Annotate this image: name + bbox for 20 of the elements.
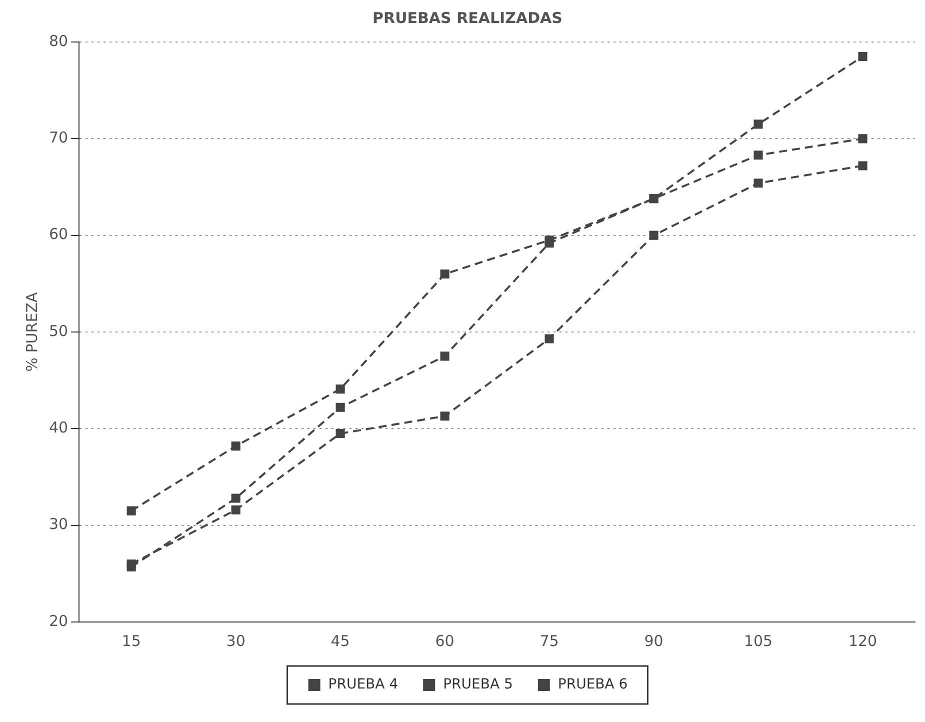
x-tick-label: 75	[540, 632, 559, 650]
y-tick-label: 80	[48, 32, 68, 50]
x-tick-label: 15	[122, 632, 141, 650]
legend-label: PRUEBA 4	[328, 676, 398, 693]
x-tick-label: 60	[435, 632, 454, 650]
y-tick-label: 30	[48, 515, 68, 534]
x-tick-label: 30	[226, 632, 246, 650]
x-tick-label: 120	[848, 632, 878, 650]
chart-title: PRUEBAS REALIZADAS	[372, 8, 562, 27]
y-tick-label: 50	[48, 322, 68, 340]
legend-label: PRUEBA 5	[443, 676, 513, 693]
y-axis-title: % PUREZA	[22, 292, 41, 372]
y-tick-label: 40	[48, 418, 68, 437]
x-tick-label: 90	[644, 632, 664, 650]
x-tick-label: 45	[330, 632, 350, 650]
y-tick-label: 20	[48, 612, 68, 630]
y-tick-label: 60	[48, 225, 68, 244]
x-tick-label: 105	[744, 632, 773, 650]
legend-label: PRUEBA 6	[558, 676, 628, 693]
y-tick-label: 70	[48, 128, 68, 147]
